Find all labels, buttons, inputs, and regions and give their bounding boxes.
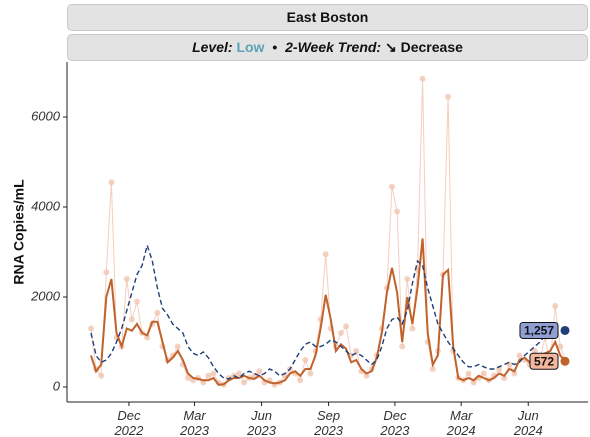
trend-line	[90, 242, 556, 380]
sample-point	[404, 276, 411, 283]
sample-point	[337, 330, 344, 337]
sample-point	[256, 368, 263, 375]
sample-point	[531, 348, 538, 355]
sample-point	[108, 179, 115, 186]
sample-point	[154, 309, 161, 316]
y-tick-label: 6000	[31, 108, 61, 123]
sample-point	[88, 325, 95, 332]
x-tick-label: Jun 2024	[513, 408, 543, 437]
end-label-text: 1,257	[524, 324, 554, 338]
sample-point	[511, 370, 518, 377]
sample-point	[552, 303, 559, 310]
y-tick-label: 2000	[30, 288, 61, 303]
sample-point	[133, 298, 140, 305]
sample-point	[307, 370, 314, 377]
chart-title: East Boston	[286, 9, 369, 25]
x-tick-label: Dec 2023	[380, 408, 410, 437]
sample-point	[409, 325, 416, 332]
sample-point	[445, 93, 452, 100]
end-point	[560, 325, 570, 335]
end-label-box	[519, 321, 559, 339]
sample-point	[399, 343, 406, 350]
y-tick-label: 4000	[31, 198, 61, 213]
sample-point	[123, 276, 130, 283]
end-label-box	[529, 352, 559, 370]
sample-point	[394, 208, 401, 215]
sample-point	[322, 251, 329, 258]
sample-point	[506, 361, 513, 368]
sample-point	[419, 75, 426, 82]
sample-point	[343, 323, 350, 330]
sample-point	[363, 372, 370, 379]
level: Low	[236, 39, 265, 55]
sample-point	[297, 377, 304, 384]
end-label-text: 572	[534, 354, 554, 368]
sample-point	[184, 375, 191, 382]
sample-point	[144, 334, 151, 341]
sample-point	[128, 316, 135, 323]
x-tick-label: Jun 2023	[247, 408, 276, 437]
trend: ↘ Decrease	[385, 39, 463, 55]
sample-line	[90, 78, 566, 386]
end-label: 572	[529, 352, 559, 370]
subtitle-strip: Level: Low • 2-Week Trend: ↘ Decrease	[67, 34, 588, 61]
sample-point	[516, 352, 523, 359]
end-point	[560, 356, 570, 366]
sample-point	[557, 343, 564, 350]
y-axis-label: RNA Copies/mL	[11, 179, 27, 285]
sample-point	[98, 372, 105, 379]
sample-point	[241, 379, 248, 386]
x-tick-label: Sep 2023	[314, 408, 344, 437]
x-tick-label: Dec 2022	[114, 408, 144, 437]
sample-point	[205, 372, 212, 379]
x-tick-label: Mar 2023	[180, 408, 209, 437]
sample-point	[302, 357, 309, 364]
sample-point	[174, 343, 181, 350]
trend-line	[90, 238, 567, 386]
sample-point	[470, 379, 477, 386]
sample-point	[210, 370, 217, 377]
x-tick-label: Mar 2024	[446, 408, 476, 437]
separator: •	[272, 39, 278, 55]
sample-point	[388, 183, 395, 190]
sample-point	[480, 370, 487, 377]
sample-point	[353, 348, 360, 355]
sample-point	[235, 370, 242, 377]
level-label: Level:	[192, 39, 233, 55]
end-label: 1,257	[519, 321, 559, 339]
sample-point	[465, 370, 472, 377]
title-strip: East Boston	[67, 4, 588, 31]
y-tick-label: 0	[53, 378, 61, 393]
sample-point	[103, 269, 110, 276]
trend-label: 2-Week Trend:	[285, 39, 382, 55]
sample-point	[501, 375, 508, 382]
sample-point	[429, 366, 436, 373]
